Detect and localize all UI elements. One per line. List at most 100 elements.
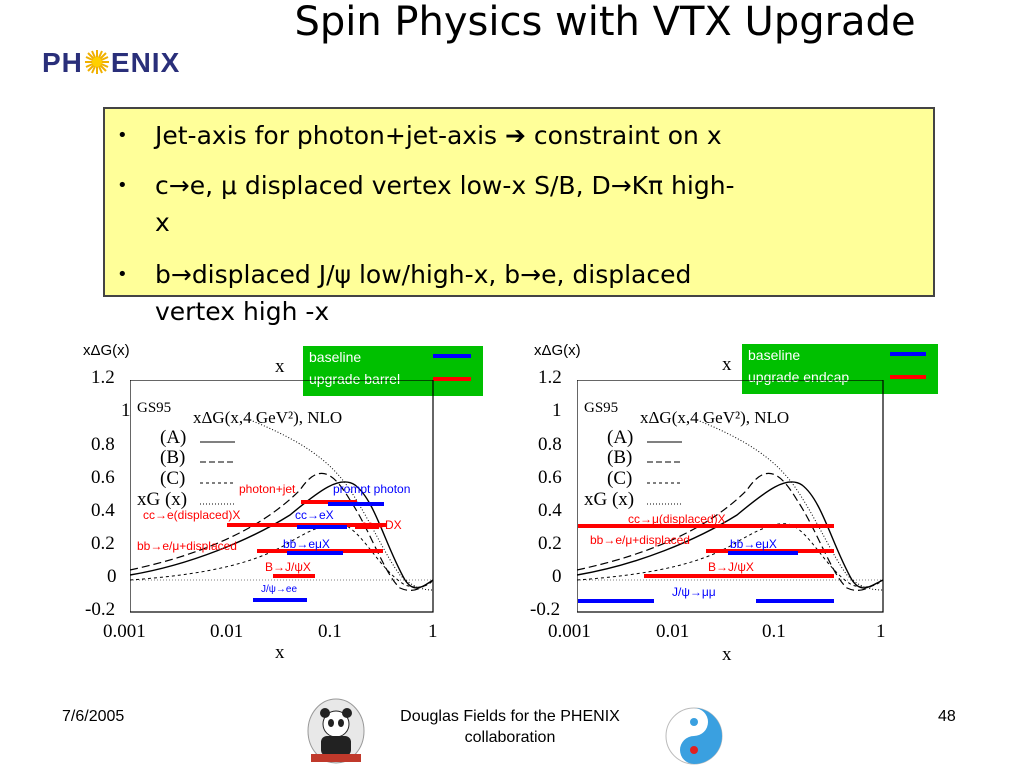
footer-text-line2: collaboration xyxy=(464,729,556,746)
curve-label-xg: xG (x) xyxy=(584,489,635,510)
legend-swatch-blue xyxy=(890,352,926,356)
logo-wordmark: PH ENIX xyxy=(42,47,180,78)
curve-label-b: (B) xyxy=(160,447,186,468)
plot-annotation-title: xΔG(x,4 GeV²), NLO xyxy=(193,408,343,427)
range-label: prompt photon xyxy=(333,482,411,496)
x-tick: 1 xyxy=(876,621,886,642)
x-tick: 0.01 xyxy=(210,621,244,642)
range-bar xyxy=(644,574,834,578)
bullet-dot: • xyxy=(117,264,128,285)
curve-c xyxy=(130,523,434,588)
bullet-box: • Jet-axis for photon+jet-axis ➔ constra… xyxy=(103,107,935,326)
range-bar xyxy=(287,551,343,555)
curve-a xyxy=(130,481,434,589)
y-tick: 0 xyxy=(552,566,562,587)
x-axis-label-top: x xyxy=(275,356,285,377)
range-bar xyxy=(253,598,307,602)
y-axis-label: xΔG(x) xyxy=(83,342,130,359)
y-tick: 0.4 xyxy=(91,500,115,521)
y-tick: 0.6 xyxy=(91,467,115,488)
range-label: cc→e(displaced)X xyxy=(143,508,241,522)
range-bar xyxy=(578,524,834,528)
x-axis-label: x xyxy=(722,644,732,665)
bullet-text-cont: x xyxy=(155,208,170,237)
range-label: cc→DX xyxy=(361,518,402,532)
range-label: bb→e/μ+displaced xyxy=(590,533,690,547)
range-label: bb→e/μ+displaced xyxy=(137,539,237,553)
range-bar xyxy=(273,574,315,578)
y-tick: 0 xyxy=(107,566,117,587)
gs95-label: GS95 xyxy=(584,400,619,416)
plot-endcap: xΔG(x) x baseline upgrade endcap 1.2 1 0… xyxy=(522,340,962,670)
y-tick: 0.8 xyxy=(91,434,115,455)
curve-label-a: (A) xyxy=(607,427,634,448)
footer-text: Douglas Fields for the PHENIX collaborat… xyxy=(370,706,650,748)
legend-item: upgrade endcap xyxy=(742,366,938,388)
plot-annotation-title: xΔG(x,4 GeV²), NLO xyxy=(640,408,790,427)
range-bar xyxy=(728,551,798,555)
legend-label: baseline xyxy=(748,347,801,363)
bullet-text: b→displaced J/ψ low/high-x, b→e, displac… xyxy=(155,260,692,289)
y-tick: 0.2 xyxy=(538,533,562,554)
range-bar xyxy=(328,502,384,506)
legend-swatch-red xyxy=(433,377,471,381)
bullet-text: Jet-axis for photon+jet-axis ➔ constrain… xyxy=(155,121,722,150)
curve-a xyxy=(577,481,884,589)
range-label: cc→eX xyxy=(295,508,334,522)
page-number: 48 xyxy=(938,708,956,725)
legend-item: baseline xyxy=(742,344,938,366)
legend-swatch-blue xyxy=(433,354,471,358)
y-tick: 0.4 xyxy=(538,500,562,521)
gs95-label: GS95 xyxy=(137,400,172,416)
range-label: J/ψ→ee xyxy=(261,584,298,595)
legend: baseline upgrade barrel xyxy=(303,346,483,396)
sun-icon xyxy=(84,50,109,74)
panda-logo-icon xyxy=(307,698,365,764)
y-tick: 1.2 xyxy=(538,367,562,388)
legend-item: baseline xyxy=(303,346,483,368)
range-bar xyxy=(297,525,347,529)
legend-label: upgrade endcap xyxy=(748,369,850,385)
y-tick: 1 xyxy=(552,400,562,421)
curve-b xyxy=(577,472,884,592)
y-tick: 0.8 xyxy=(538,434,562,455)
logo-text-right: ENIX xyxy=(110,47,181,78)
range-label: bb→eμX xyxy=(283,537,330,551)
curve-label-b: (B) xyxy=(607,447,633,468)
bullet-dot: • xyxy=(117,175,128,196)
range-label: J/ψ→μμ xyxy=(672,585,716,599)
curve-label-c: (C) xyxy=(160,468,186,489)
y-tick: -0.2 xyxy=(85,599,116,620)
slide-title: Spin Physics with VTX Upgrade xyxy=(294,0,916,45)
y-tick: 1.2 xyxy=(91,367,115,388)
plot-barrel: xΔG(x) x baseline upgrade barrel 1.2 1 0… xyxy=(75,340,495,670)
curve-xg xyxy=(696,419,884,591)
yin-yang-logo-icon xyxy=(665,707,723,765)
y-tick: 0.2 xyxy=(91,533,115,554)
bullet-dot: • xyxy=(117,125,128,146)
x-tick: 1 xyxy=(428,621,438,642)
range-label: bb→eμX xyxy=(730,537,777,551)
footer-date: 7/6/2005 xyxy=(62,708,125,725)
logo-text-left: PH xyxy=(42,47,83,78)
y-tick: 1 xyxy=(121,400,131,421)
y-tick: 0.6 xyxy=(538,467,562,488)
legend-swatch-red xyxy=(890,375,926,379)
curve-label-a: (A) xyxy=(160,427,187,448)
x-tick: 0.001 xyxy=(548,621,591,642)
legend-label: baseline xyxy=(309,349,362,365)
x-tick: 0.001 xyxy=(103,621,146,642)
range-bar xyxy=(355,525,379,529)
legend-label: upgrade barrel xyxy=(309,371,401,387)
curve-label-xg: xG (x) xyxy=(137,489,188,510)
range-label: cc→μ(displaced)X xyxy=(628,512,726,526)
legend: baseline upgrade endcap xyxy=(742,344,938,394)
range-bar xyxy=(756,599,834,603)
range-bar xyxy=(578,599,654,603)
plot-frame xyxy=(130,380,434,613)
curve-b xyxy=(130,472,434,592)
x-axis-label: x xyxy=(275,642,285,663)
bullet-text: c→e, μ displaced vertex low-x S/B, D→Kπ … xyxy=(155,171,735,200)
range-label: photon+jet xyxy=(239,482,296,496)
plot-frame xyxy=(577,380,884,613)
